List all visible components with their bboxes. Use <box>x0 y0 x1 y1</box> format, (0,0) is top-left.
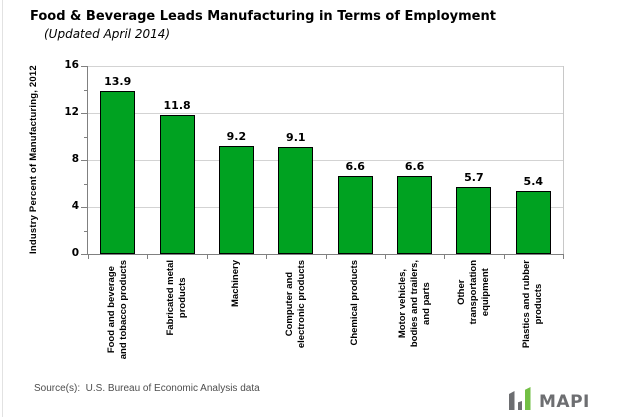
plot-border-right <box>563 66 564 254</box>
x-axis-tick <box>563 254 564 259</box>
x-axis-category-label: Motor vehicles, bodies and trailers, and… <box>397 260 433 365</box>
bar <box>515 190 551 255</box>
y-axis-major-tick <box>81 160 87 161</box>
bar-chart-logo-icon <box>524 387 531 410</box>
x-axis-tick <box>444 254 446 259</box>
x-axis-tick <box>88 254 89 259</box>
mapi-logo: MAPI <box>505 383 615 415</box>
y-axis-line <box>87 66 88 255</box>
y-axis-tick-label: 8 <box>71 153 79 165</box>
bar-value-label: 5.7 <box>464 171 484 184</box>
y-axis-tick-label: 0 <box>71 247 79 259</box>
x-axis-category-label: Plastics and rubber products <box>521 260 545 365</box>
y-axis-major-tick <box>81 113 87 114</box>
bar-value-label: 11.8 <box>163 99 191 113</box>
x-axis-tick <box>384 254 386 259</box>
x-axis-tick <box>503 254 505 259</box>
bar-value-label: 6.6 <box>404 160 425 174</box>
category-label-text: Chemical products <box>349 260 361 346</box>
bar <box>397 176 433 254</box>
category-label-text: Other transportation equipment <box>455 260 491 325</box>
x-axis-category-label: Computer and electronic products <box>284 260 308 365</box>
category-label-text: Fabricated metal products <box>165 260 189 336</box>
bar-value-label: 9.2 <box>226 129 247 143</box>
x-axis-tick <box>147 254 149 259</box>
bar <box>100 90 136 254</box>
category-label-text: Food and beverage and tobacco products <box>105 260 129 360</box>
x-axis-category-label: Machinery <box>230 260 242 365</box>
category-label-text: Machinery <box>230 260 242 307</box>
category-label-text: Plastics and rubber products <box>521 260 545 349</box>
y-axis-tick-label: 16 <box>64 59 79 71</box>
left-edge-line <box>2 0 3 417</box>
y-axis-minor-tick <box>84 136 87 138</box>
bar <box>218 145 254 254</box>
bar-value-label: 9.1 <box>286 131 306 145</box>
y-axis-minor-tick <box>84 230 87 232</box>
y-axis-major-tick <box>81 254 87 255</box>
mapi-logo-text: MAPI <box>539 392 590 412</box>
source-note: Source(s): U.S. Bureau of Economic Analy… <box>34 383 260 394</box>
bar-value-label: 5.4 <box>523 174 544 188</box>
bar-value-label: 6.6 <box>345 160 365 174</box>
y-axis-minor-tick <box>84 89 87 91</box>
bar-chart-logo-icon <box>509 391 515 410</box>
chart-subtitle: (Updated April 2014) <box>44 27 171 41</box>
bar <box>278 147 314 254</box>
x-axis-category-label: Chemical products <box>349 260 361 365</box>
y-axis-tick-label: 12 <box>64 106 79 118</box>
category-label-text: Motor vehicles, bodies and trailers, and… <box>396 260 432 348</box>
bar-chart-logo-icon <box>517 401 522 410</box>
y-axis-major-tick <box>81 66 87 67</box>
bar <box>456 187 492 254</box>
x-axis-category-label: Food and beverage and tobacco products <box>106 260 130 365</box>
y-axis-minor-tick <box>84 183 87 185</box>
chart-title: Food & Beverage Leads Manufacturing in T… <box>30 9 496 24</box>
x-axis-category-label: Fabricated metal products <box>165 260 189 365</box>
x-axis-tick <box>266 254 268 259</box>
y-axis-tick-label: 4 <box>71 200 79 212</box>
category-label-text: Computer and electronic products <box>283 260 307 349</box>
gridline <box>88 66 563 67</box>
bar <box>159 115 195 254</box>
bar-value-label: 13.9 <box>104 74 132 88</box>
x-axis-tick <box>325 254 327 259</box>
y-axis-major-tick <box>81 207 87 208</box>
gridline <box>88 160 563 161</box>
bar <box>337 176 373 254</box>
x-axis-category-label: Other transportation equipment <box>456 260 492 365</box>
gridline <box>88 113 563 114</box>
x-axis-line <box>87 254 563 255</box>
x-axis-tick <box>206 254 208 259</box>
gridline <box>88 207 563 208</box>
